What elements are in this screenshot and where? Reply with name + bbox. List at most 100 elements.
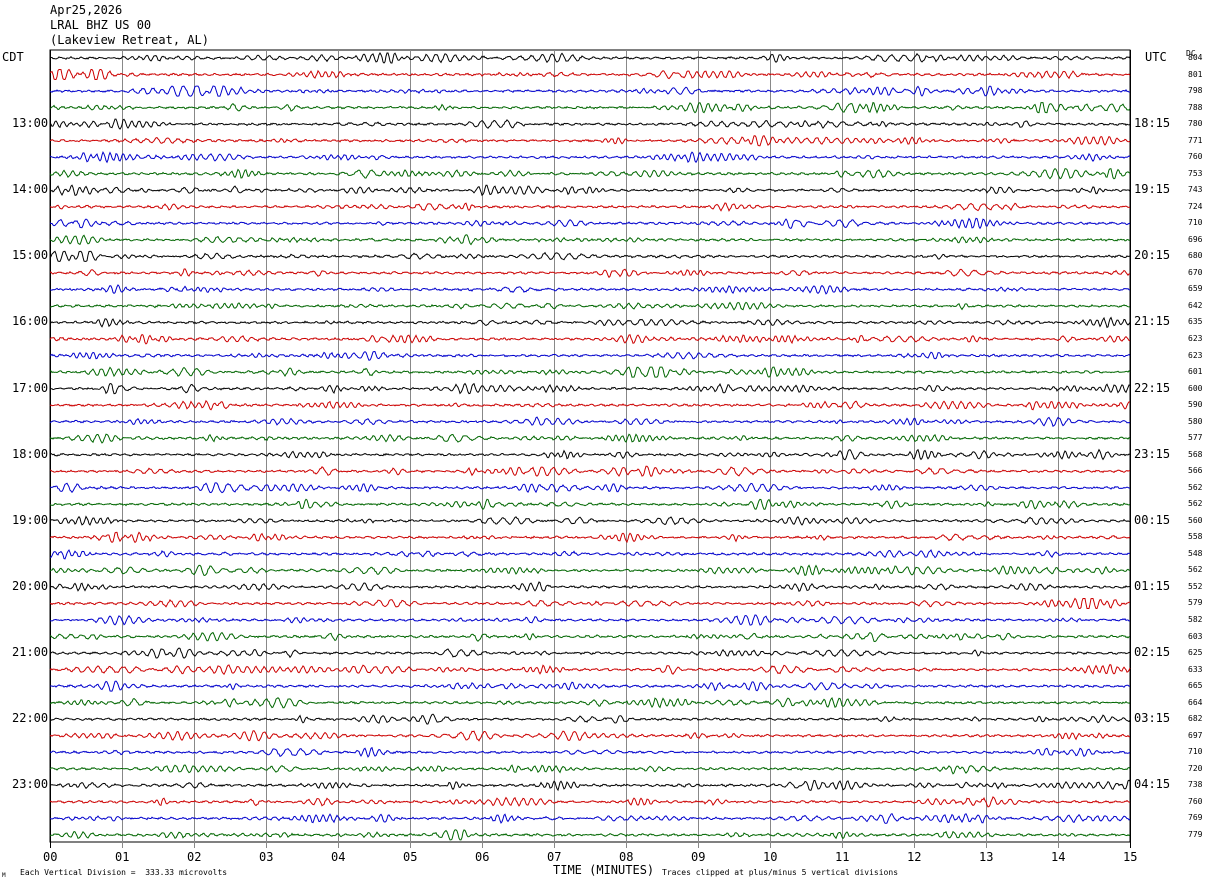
trace-line [49,498,1131,511]
trace-line [49,581,1131,592]
left-hour-label: 19:00 [12,512,49,527]
trace-line [49,647,1131,659]
dc-offset-label: 577 [1188,433,1203,443]
dc-offset-label: 623 [1188,334,1203,343]
trace-line [49,416,1131,427]
dc-offset-label: 738 [1188,780,1203,790]
x-axis-label: TIME (MINUTES) [553,863,655,877]
dc-offset-label: 665 [1188,681,1203,691]
left-hour-label: 15:00 [12,248,49,263]
trace-line [49,614,1131,626]
dc-offset-label: 562 [1188,565,1203,575]
x-tick-label: 08 [619,850,634,864]
trace-line [49,631,1130,643]
x-tick-label: 13 [979,850,994,864]
left-timezone-label: CDT [2,50,24,64]
trace-line [49,433,1131,444]
dc-offset-label: 696 [1188,234,1203,244]
right-hour-label: 01:15 [1134,578,1171,593]
trace-line [49,465,1131,477]
trace-line [49,135,1131,147]
dc-offset-label: 780 [1188,119,1203,129]
dc-offset-label: 558 [1188,532,1203,542]
dc-offset-label: 753 [1188,168,1203,178]
trace-line [49,68,1131,80]
location-title: (Lakeview Retreat, AL) [50,33,209,47]
dc-offset-label: 801 [1188,69,1203,79]
dc-offset-label: 670 [1188,267,1203,277]
dc-offset-label: 743 [1188,185,1203,195]
clip-note: Traces clipped at plus/minus 5 vertical … [662,868,899,877]
trace-line [49,268,1131,279]
dc-offset-label: 771 [1188,135,1203,145]
left-hour-label: 22:00 [12,711,49,726]
left-hour-label: 16:00 [12,314,49,329]
station-title: LRAL BHZ US 00 [50,18,152,32]
x-tick-label: 03 [259,850,274,864]
right-hour-label: 19:15 [1134,182,1171,197]
trace-line [49,829,1131,841]
x-tick-label: 01 [115,850,130,864]
dc-offset-label: 548 [1188,548,1203,558]
x-tick-label: 11 [835,850,850,864]
dc-offset-label: 562 [1188,482,1203,492]
x-tick-label: 09 [691,850,706,864]
right-hour-label: 04:15 [1134,777,1171,792]
trace-line [49,202,1131,212]
x-tick-label: 00 [43,850,58,864]
trace-line [49,234,1131,246]
dc-offset-label: 562 [1188,499,1203,509]
left-hour-label: 14:00 [12,182,49,197]
dc-offset-label: 582 [1188,615,1203,625]
trace-line [49,697,1131,709]
plot-frame [49,49,1131,843]
right-timezone-label: UTC [1145,50,1167,64]
trace-line [49,597,1131,609]
left-hour-label: 17:00 [12,380,49,395]
dc-offset-label: 710 [1188,747,1203,757]
left-hour-label: 21:00 [12,645,49,660]
dc-offset-label: 760 [1188,152,1203,162]
trace-line [49,250,1131,262]
trace-line [49,399,1130,411]
dc-offset-label: 642 [1188,300,1203,310]
dc-offset-label: 552 [1188,581,1203,591]
dc-offset-label: 623 [1188,350,1203,360]
trace-line [49,713,1131,725]
trace-line [49,549,1130,560]
right-hour-label: 20:15 [1134,248,1171,263]
trace-line [49,663,1131,676]
corner-mark: M [2,872,6,879]
trace-line [49,51,1131,64]
dc-offset-label: 769 [1188,813,1203,823]
dc-offset-label: 697 [1188,730,1203,740]
trace-line [49,531,1131,544]
dc-offset-label: 724 [1188,201,1203,211]
dc-offset-label: 680 [1188,251,1203,261]
trace-line [49,316,1131,329]
right-hour-label: 21:15 [1134,314,1171,329]
trace-line [49,764,1131,775]
trace-line [49,680,1131,692]
right-hour-label: 22:15 [1134,380,1171,395]
dc-offset-label: 633 [1188,664,1203,674]
trace-line [49,101,1131,114]
right-hour-label: 00:15 [1134,512,1171,527]
right-hour-label: 03:15 [1134,711,1171,726]
trace-line [49,813,1131,824]
trace-line [49,217,1131,230]
dc-offset-label: 603 [1188,631,1203,641]
trace-line [49,333,1131,345]
left-hour-label: 23:00 [12,777,49,792]
trace-line [49,85,1131,97]
trace-line [49,482,1131,494]
trace-line [49,184,1131,197]
dc-offset-label: 601 [1188,367,1203,377]
dc-offset-label: 566 [1188,466,1203,476]
x-tick-label: 06 [475,850,490,864]
dc-offset-label: 600 [1188,383,1203,393]
dc-offset-label: 788 [1188,102,1203,112]
dc-offset-label: 579 [1188,598,1203,608]
dc-offset-label: 798 [1188,86,1203,96]
